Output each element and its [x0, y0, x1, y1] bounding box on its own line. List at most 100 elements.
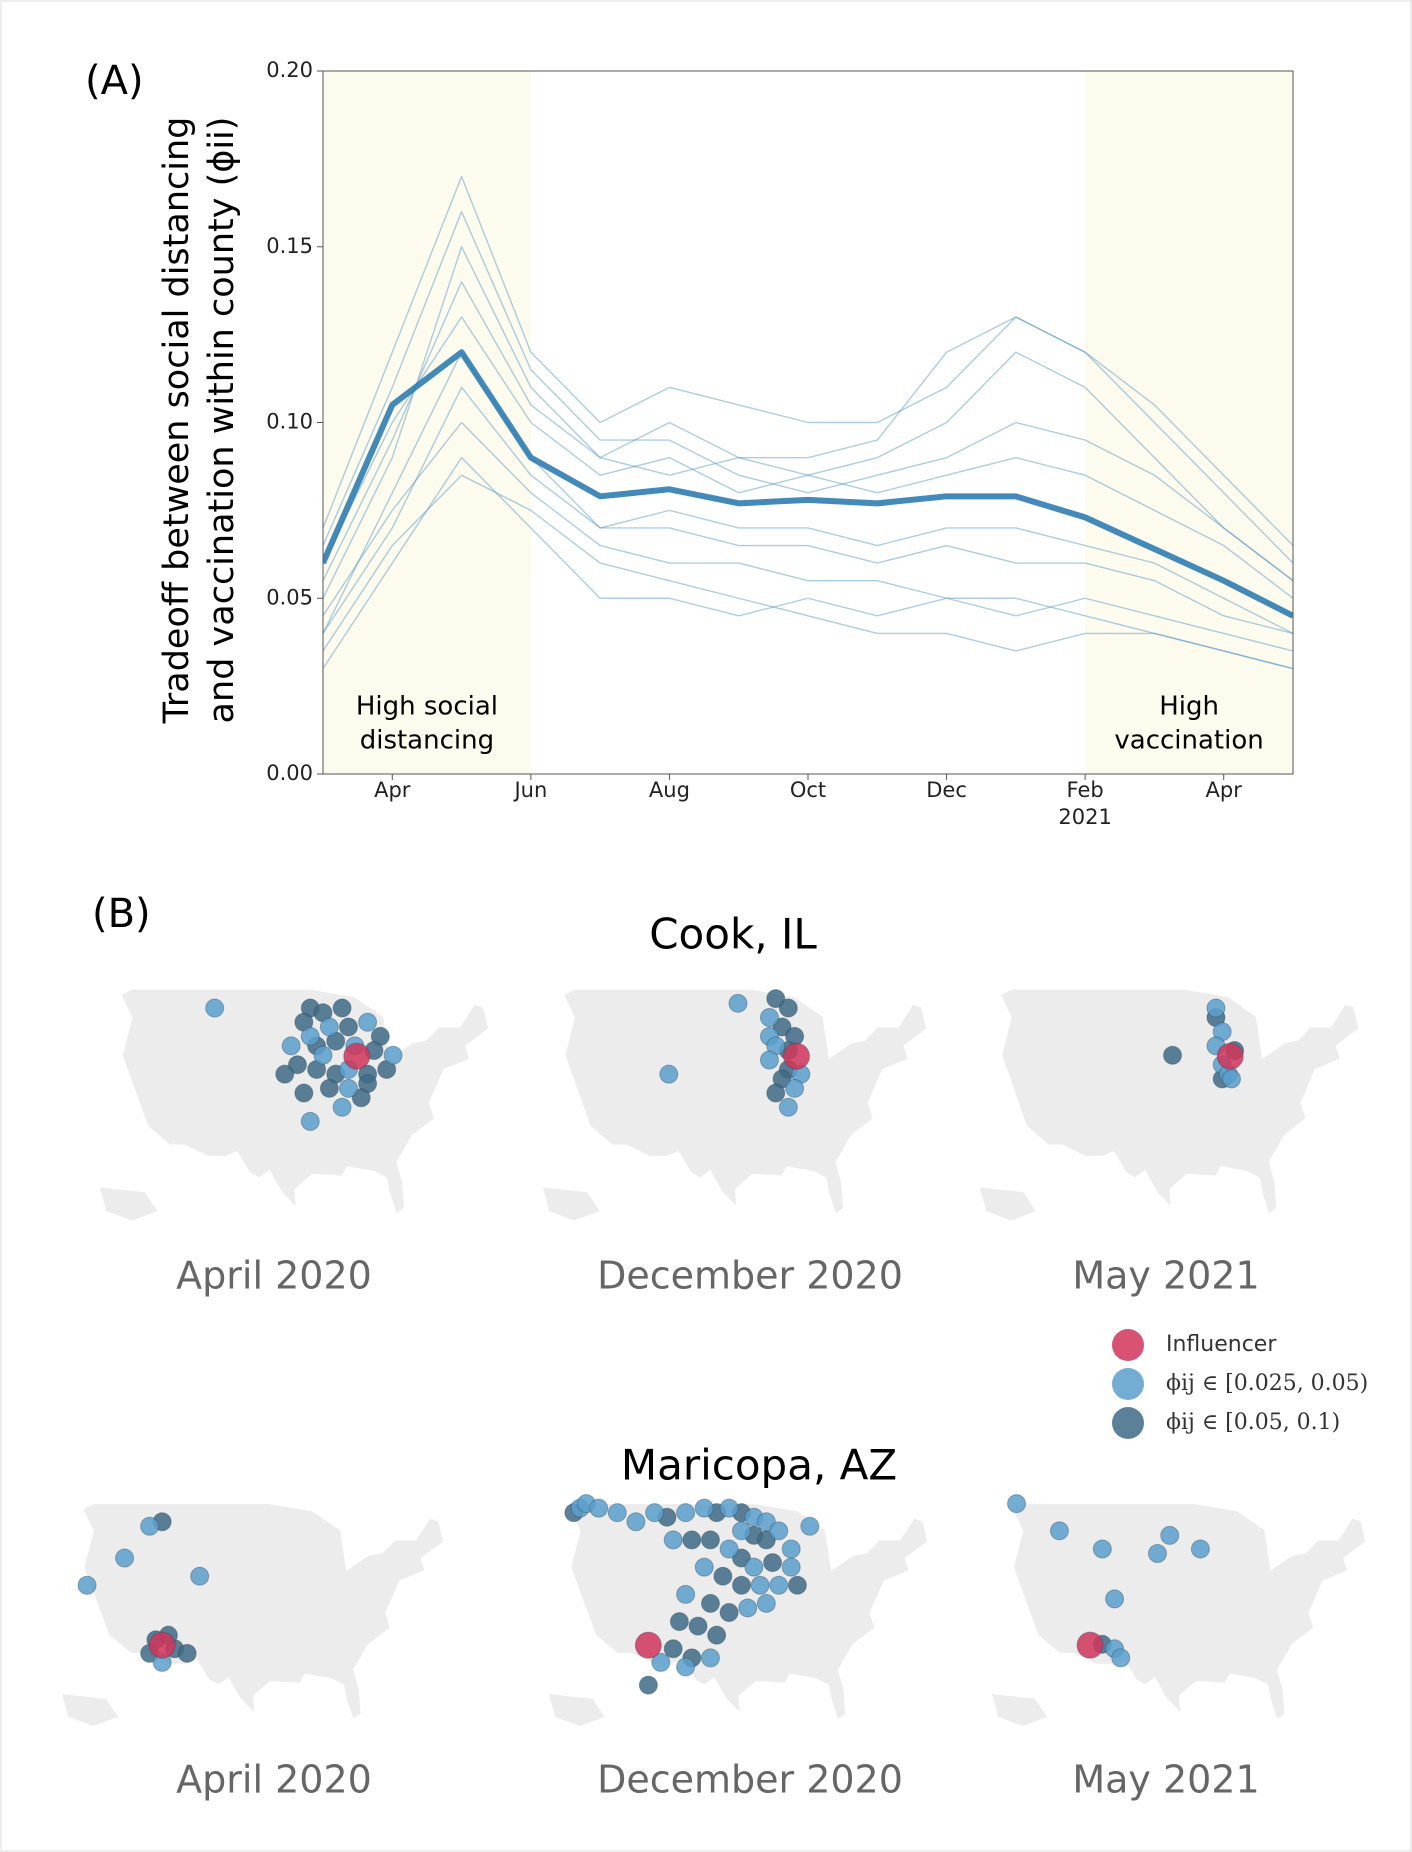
map-point — [319, 1078, 339, 1098]
map-point — [663, 1530, 683, 1550]
map-point — [383, 1045, 403, 1065]
series-line — [323, 421, 1293, 652]
us-outline — [999, 988, 1360, 1215]
x-tick-label: Apr — [374, 778, 411, 802]
map-point — [1092, 1539, 1112, 1559]
us-outline — [81, 1503, 445, 1721]
map-point — [319, 1017, 339, 1037]
series-line — [323, 316, 1293, 599]
map-point — [769, 1575, 789, 1595]
y-tick-label: 0.10 — [266, 410, 313, 434]
map-label: May 2021 — [1072, 1758, 1259, 1802]
map-point — [707, 1625, 727, 1645]
map-point — [659, 1064, 679, 1084]
influencer-point — [148, 1631, 176, 1659]
map-point — [294, 1083, 314, 1103]
map-row-title: Cook, IL — [649, 910, 817, 959]
map-point — [300, 1111, 320, 1131]
alaska-outline — [992, 1694, 1048, 1726]
map-point — [338, 1078, 358, 1098]
span-label: distancing — [360, 726, 494, 756]
series-line — [323, 474, 1293, 670]
map-point — [669, 1612, 689, 1632]
map-point — [645, 1503, 665, 1523]
map-point — [694, 1557, 714, 1577]
panel-label: (B) — [92, 891, 151, 937]
map-point — [700, 1530, 720, 1550]
y-tick-label: 0.20 — [266, 58, 313, 82]
span-label: High — [1159, 692, 1219, 722]
map-point — [728, 993, 748, 1013]
map-point — [1206, 998, 1226, 1018]
span-label: High social — [356, 692, 498, 722]
map-point — [626, 1512, 646, 1532]
alaska-outline — [549, 1694, 605, 1726]
map-point — [1221, 1069, 1241, 1089]
alaska-outline — [62, 1694, 119, 1726]
map-label: April 2020 — [176, 1254, 372, 1298]
map-point — [778, 1097, 798, 1117]
influencer-point — [1216, 1042, 1244, 1070]
map-point — [676, 1584, 696, 1604]
map-point — [676, 1657, 696, 1677]
y-axis-label: Tradeoff between social distancing — [157, 117, 197, 725]
map-point — [766, 1083, 786, 1103]
map-point — [313, 1045, 333, 1065]
series-line — [323, 281, 1293, 581]
x-tick-label: Dec — [926, 778, 967, 802]
map-point — [738, 1598, 758, 1618]
legend-label: ϕij ∈ [0.05, 0.1) — [1166, 1410, 1340, 1435]
map-point — [1163, 1045, 1182, 1065]
map-point — [769, 1521, 789, 1541]
span-label: vaccination — [1114, 726, 1263, 756]
map-point — [281, 1036, 301, 1056]
map-point — [338, 1017, 358, 1037]
map-point — [140, 1516, 160, 1536]
map-point — [332, 1097, 352, 1117]
x-tick-label: Jun — [512, 778, 547, 802]
map-row-title: Maricopa, AZ — [621, 1441, 897, 1490]
map-label: April 2020 — [176, 1758, 372, 1802]
map-point — [607, 1503, 627, 1523]
map-point — [781, 1557, 801, 1577]
map-point — [778, 998, 798, 1018]
map-point — [732, 1548, 751, 1568]
map-label: May 2021 — [1072, 1254, 1259, 1298]
map-point — [1147, 1544, 1167, 1564]
series-line — [323, 175, 1293, 564]
influencer-point — [634, 1631, 662, 1659]
influencer-point — [1076, 1631, 1104, 1659]
map-point — [77, 1575, 97, 1595]
legend-marker — [1112, 1329, 1144, 1361]
legend-label: ϕij ∈ [0.025, 0.05) — [1166, 1371, 1368, 1396]
map-point — [785, 1078, 805, 1098]
map-point — [589, 1498, 609, 1518]
map-point — [1049, 1521, 1069, 1541]
legend-marker — [1112, 1368, 1144, 1400]
x-tick-label: Oct — [790, 778, 826, 802]
alaska-outline — [980, 1187, 1036, 1221]
y-axis-label: and vaccination within county (ϕii) — [202, 117, 242, 724]
map-point — [332, 998, 352, 1018]
map-point — [688, 1616, 708, 1636]
map-point — [744, 1557, 764, 1577]
map-point — [750, 1575, 770, 1595]
panel-label: (A) — [85, 58, 144, 104]
map-point — [300, 1026, 320, 1046]
map-point — [719, 1539, 739, 1559]
map-point — [700, 1648, 720, 1668]
map-point — [205, 998, 225, 1018]
map-point — [1160, 1525, 1180, 1545]
influencer-point — [343, 1042, 371, 1070]
x-tick-label: Aug — [649, 778, 690, 802]
map-point — [719, 1603, 739, 1622]
map-point — [759, 1008, 779, 1027]
map-point — [713, 1566, 733, 1586]
map-point — [663, 1639, 683, 1659]
map-point — [756, 1593, 776, 1613]
map-point — [638, 1675, 658, 1695]
map-point — [682, 1530, 702, 1550]
alaska-outline — [100, 1187, 158, 1221]
series-line — [323, 386, 1293, 635]
